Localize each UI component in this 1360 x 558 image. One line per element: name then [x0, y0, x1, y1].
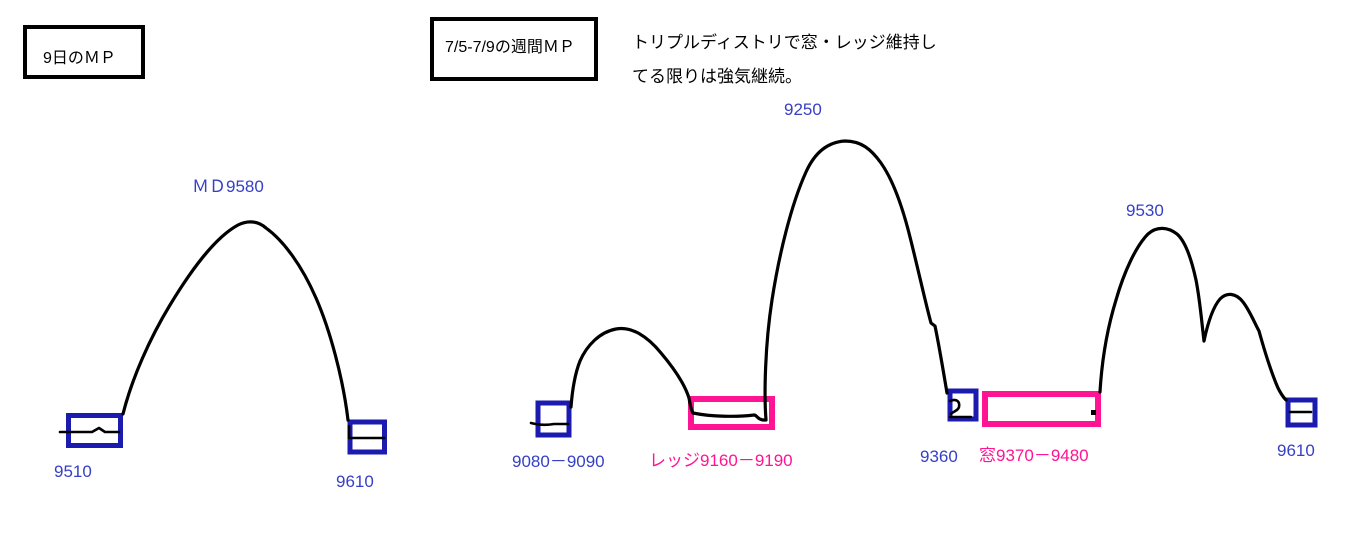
gap-label: 窓9370－9480: [979, 446, 1089, 465]
note-line-2: てる限りは強気継続。: [632, 67, 802, 86]
daily-mp-title-box: 9日のＭＰ: [23, 25, 145, 79]
ledge-box: [688, 396, 775, 430]
daily-md-label: ＭＤ9580: [192, 177, 264, 196]
weekly-close-box: [1285, 397, 1318, 428]
weekly-dist3-curve: [1098, 226, 1288, 402]
daily-low-tpo-line: [58, 426, 121, 434]
weekly-open-tpo-line: [529, 421, 570, 427]
dist1-peak-label: 9250: [784, 100, 822, 119]
mid-box-label: 9360: [920, 447, 958, 466]
daily-profile-curve: [121, 220, 350, 422]
weekly-mp-title: 7/5-7/9の週間ＭＰ: [445, 39, 575, 56]
daily-high-tpo-line: [347, 424, 386, 440]
dist3-peak-label: 9530: [1126, 201, 1164, 220]
note-line-1: トリプルディストリで窓・レッジ維持し: [632, 33, 937, 52]
daily-high-label: 9610: [336, 472, 374, 491]
weekly-open-box: [535, 400, 572, 438]
daily-mp-title: 9日のＭＰ: [43, 50, 116, 67]
weekly-close-label: 9610: [1277, 441, 1315, 460]
gap-box-dot: [1091, 410, 1096, 415]
weekly-main-curve: [569, 139, 949, 422]
gap-box: [982, 391, 1101, 427]
daily-low-box: [66, 413, 123, 448]
ledge-label: レッジ9160－9190: [649, 451, 793, 470]
weekly-mp-title-box: 7/5-7/9の週間ＭＰ: [430, 17, 598, 81]
weekly-mid-box-mark: [948, 398, 961, 416]
daily-low-label: 9510: [54, 462, 92, 481]
weekly-open-range-label: 9080－9090: [512, 452, 605, 471]
weekly-mid-box: [947, 388, 979, 422]
note-text: トリプルディストリで窓・レッジ維持し てる限りは強気継続。: [632, 26, 937, 94]
